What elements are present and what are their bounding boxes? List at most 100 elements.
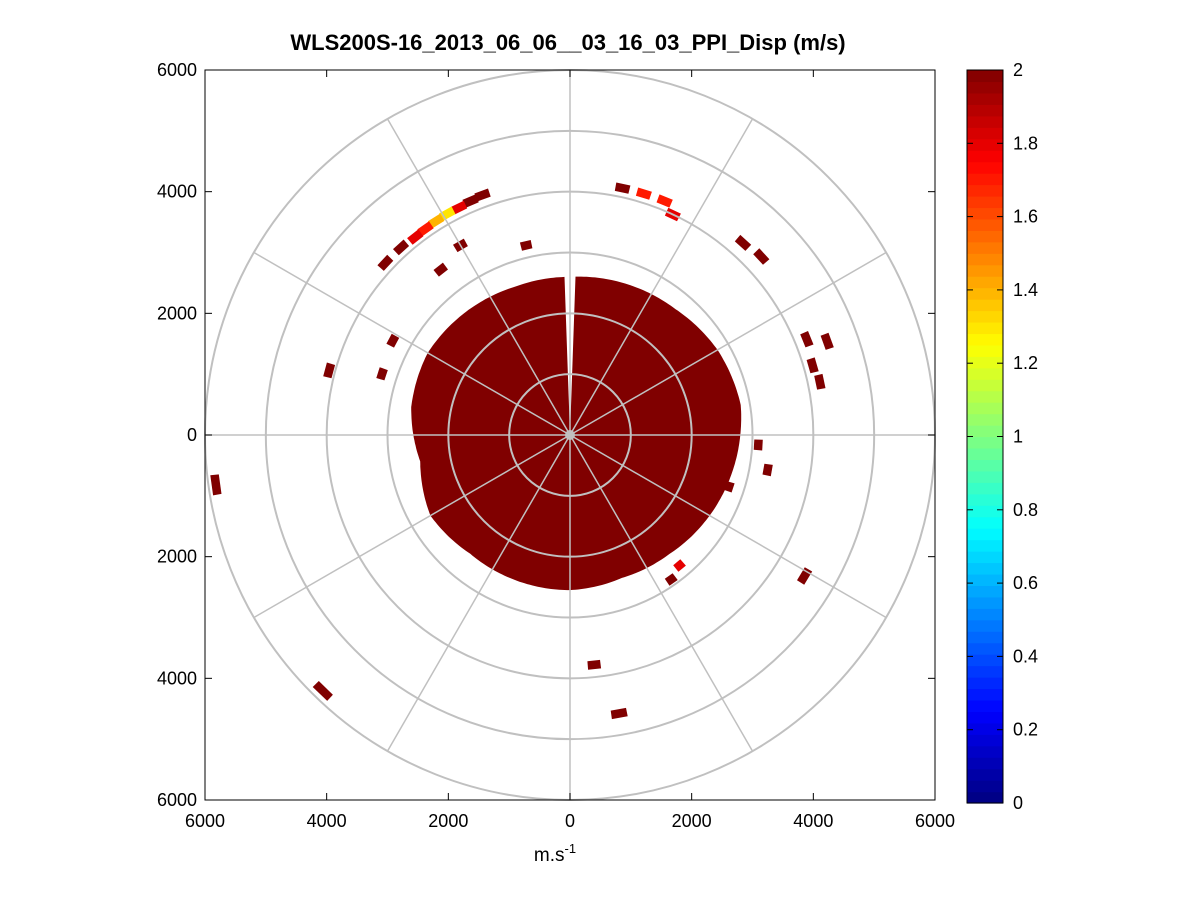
colorbar-segment [967,585,1003,598]
data-cell [407,229,424,245]
x-tick-label: 4000 [793,811,833,831]
data-cell [474,188,491,202]
colorbar-segment [967,482,1003,495]
colorbar-segment [967,356,1003,369]
colorbar-segment [967,218,1003,231]
y-tick-label: 2000 [157,303,197,323]
data-cell [462,194,479,208]
data-cell [814,373,826,390]
x-tick-label: 0 [565,811,575,831]
azimuth-spoke [253,251,571,436]
colorbar-segment [967,253,1003,266]
colorbar-segment [967,138,1003,151]
colorbar-segment [967,619,1003,632]
data-cell [519,240,533,251]
azimuth-spoke [386,118,571,436]
data-cell [762,463,773,477]
y-tick-label: 0 [187,425,197,445]
colorbar-segment [967,104,1003,117]
x-tick-label: 2000 [672,811,712,831]
colorbar-segment [967,367,1003,380]
colorbar-tick-label: 1 [1013,427,1023,447]
colorbar-tick-label: 1.8 [1013,133,1038,153]
y-tick-label: 6000 [157,60,197,80]
data-cell [797,567,813,585]
colorbar-segment [967,768,1003,781]
colorbar-segment [967,115,1003,128]
colorbar-segment [967,596,1003,609]
data-cell [210,474,222,496]
data-cell [673,559,686,572]
colorbar-segment [967,379,1003,392]
y-tick-label: 4000 [157,182,197,202]
colorbar-tick-label: 1.2 [1013,353,1038,373]
data-cell [753,439,763,451]
colorbar-tick-label: 0.6 [1013,573,1038,593]
colorbar-segment [967,344,1003,357]
y-tick-label: 2000 [157,547,197,567]
x-tick-label: 6000 [915,811,955,831]
colorbar-segment [967,505,1003,518]
colorbar-segment [967,81,1003,94]
colorbar-tick-label: 1.4 [1013,280,1038,300]
colorbar-tick-label: 2 [1013,60,1023,80]
colorbar-segment [967,470,1003,483]
data-cell [417,221,434,237]
data-cell [393,239,410,256]
colorbar: 0 0.2 0.4 0.6 0.8 1 1.2 1.4 1.6 1.8 2 [966,60,1038,813]
colorbar-segment [967,333,1003,346]
colorbar-segment [967,688,1003,701]
data-cell [734,234,752,251]
azimuth-spoke [386,434,571,752]
colorbar-segment [967,745,1003,758]
colorbar-segment [967,195,1003,209]
colorbar-segment [967,699,1003,712]
colorbar-segment [967,310,1003,323]
data-cell [312,681,333,701]
colorbar-segment [967,436,1003,449]
data-cell [376,367,388,381]
data-cell [587,659,602,670]
colorbar-segment [967,493,1003,506]
x-tick-label: 4000 [307,811,347,831]
colorbar-segment [967,516,1003,529]
colorbar-segment [967,447,1003,460]
colorbar-segment [967,757,1003,770]
colorbar-segment [967,390,1003,403]
colorbar-tick-label: 0.4 [1013,646,1038,666]
data-cell [614,182,631,194]
colorbar-segment [967,161,1003,174]
data-cell [450,200,468,215]
azimuth-spoke [569,434,754,752]
colorbar-segment [967,459,1003,472]
colorbar-segment [967,413,1003,426]
colorbar-segment [967,299,1003,312]
colorbar-segment [967,608,1003,621]
data-cell [664,573,678,586]
colorbar-segment [967,631,1003,644]
x-tick-label: 2000 [428,811,468,831]
data-cell [610,707,628,720]
data-cell [323,362,336,379]
data-cell [386,333,400,348]
colorbar-segment [967,70,1003,83]
colorbar-segment [967,264,1003,277]
colorbar-segment [967,562,1003,575]
colorbar-segment [967,711,1003,724]
azimuth-spoke [569,251,887,436]
colorbar-segment [967,184,1003,197]
colorbar-segment [967,677,1003,690]
colorbar-segment [967,287,1003,300]
colorbar-segment [967,734,1003,747]
data-cell [656,194,673,208]
colorbar-segment [967,321,1003,335]
data-cell [723,481,735,493]
x-axis-label: m.s-1 [534,841,576,866]
plot-axes: 6000 4000 2000 0 2000 4000 6000600040002000020… [157,60,955,831]
data-cell [635,187,652,200]
filled-region [411,276,742,591]
colorbar-segment [967,654,1003,667]
data-cell [433,262,448,277]
colorbar-tick-label: 0 [1013,793,1023,813]
chart-title: WLS200S-16_2013_06_06__03_16_03_PPI_Disp… [290,30,845,55]
